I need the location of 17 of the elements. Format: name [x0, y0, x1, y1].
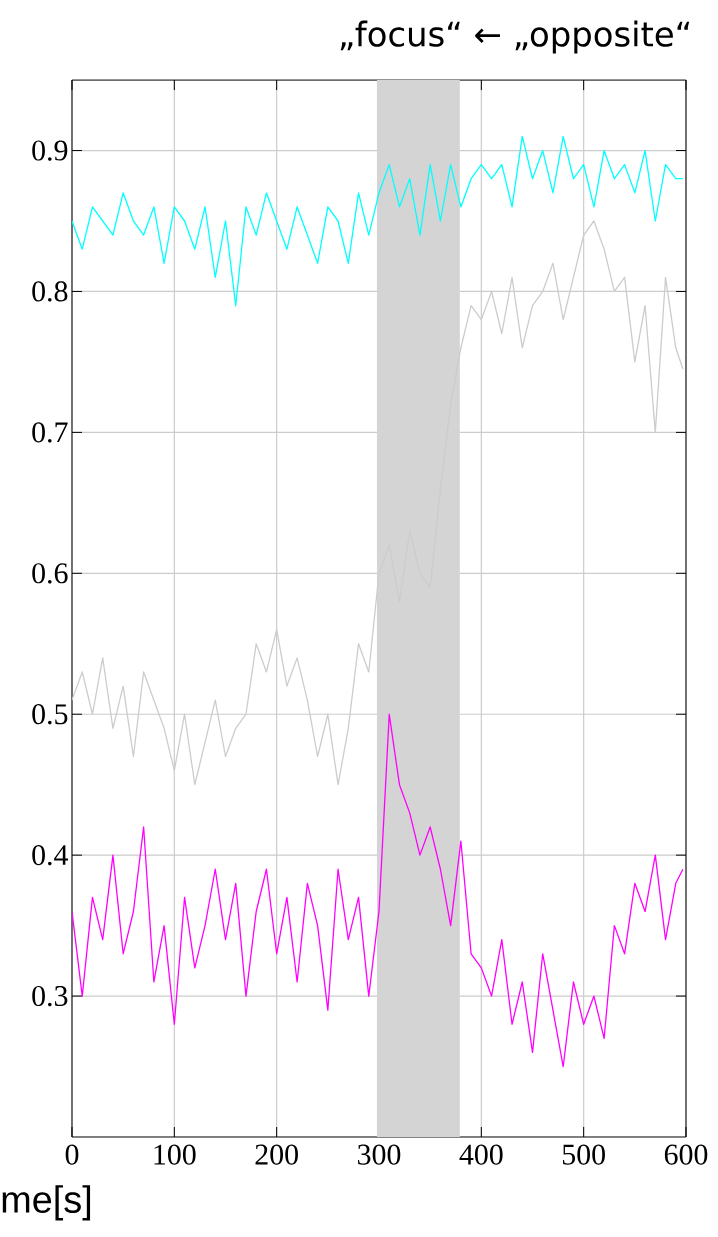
- y-tick-label: 0.4: [32, 845, 69, 866]
- x-tick-label: 100: [154, 1144, 196, 1165]
- x-tick-label: 300: [358, 1144, 401, 1165]
- x-tick-label: 0: [65, 1144, 79, 1165]
- y-tick-label: 0.9: [32, 140, 68, 161]
- x-tick-label: 400: [459, 1144, 503, 1165]
- x-tick-label: 500: [562, 1144, 605, 1165]
- y-tick-label: 0.5: [32, 704, 68, 725]
- x-tick-label: 200: [255, 1144, 298, 1165]
- chart-title: „focus“ ← „opposite“: [340, 20, 690, 54]
- y-tick-label: 0.3: [32, 985, 68, 1007]
- x-tick-label: 600: [664, 1144, 708, 1165]
- y-tick-label: 0.6: [32, 563, 68, 584]
- y-tick-label: 0.8: [32, 281, 68, 302]
- y-tick-label: 0.7: [32, 422, 68, 443]
- x-axis-title: me[s]: [2, 1185, 91, 1221]
- line-series: [72, 713, 684, 1068]
